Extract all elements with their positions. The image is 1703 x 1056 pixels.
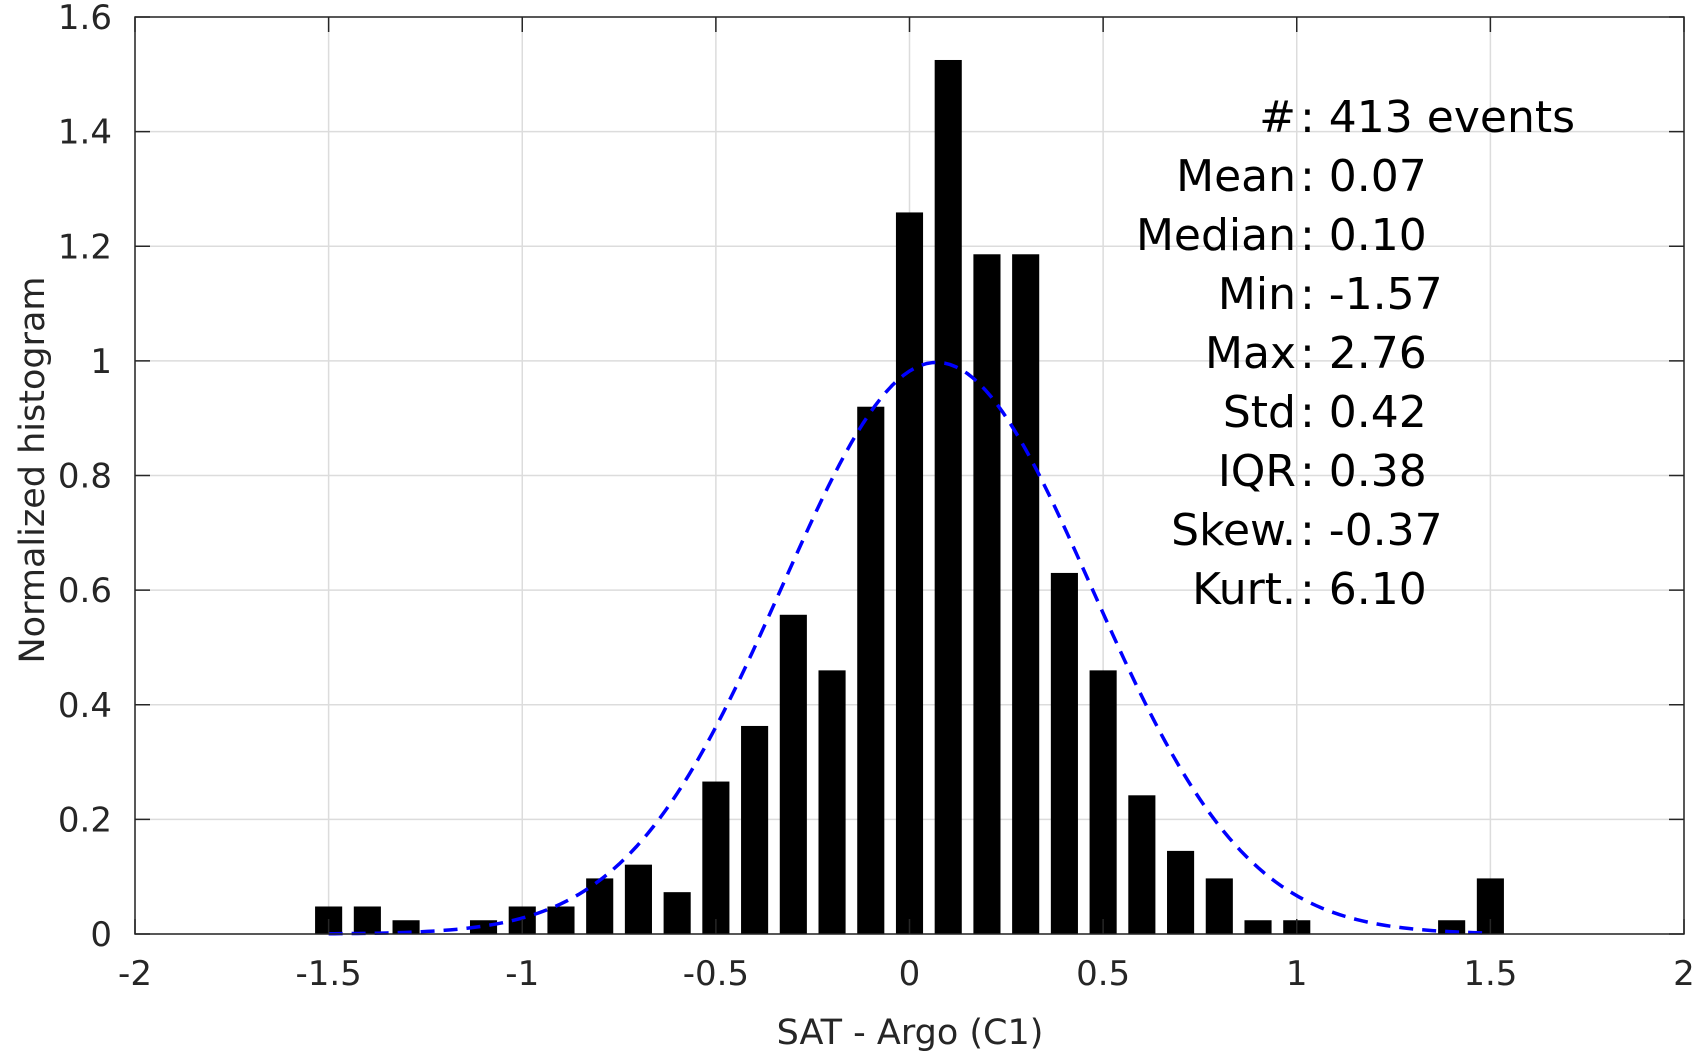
stat-value: : 413 events <box>1300 92 1575 143</box>
histogram-bars <box>315 59 1504 935</box>
histogram-bar <box>1012 254 1040 934</box>
histogram-bar <box>1128 795 1156 934</box>
stat-label: IQR <box>1218 446 1296 497</box>
histogram-bar <box>934 59 962 934</box>
x-tick-label: -1 <box>505 954 539 994</box>
stat-label: Min <box>1218 269 1296 320</box>
histogram-bar <box>1050 572 1078 934</box>
y-tick-label: 0 <box>90 915 112 955</box>
x-tick-label: 1.5 <box>1463 954 1517 994</box>
stat-value: : 6.10 <box>1300 564 1427 615</box>
stat-value: : 0.38 <box>1300 446 1427 497</box>
histogram-bar <box>702 781 730 934</box>
y-tick-label: 1.2 <box>58 227 112 267</box>
stat-label: Mean <box>1176 151 1296 202</box>
histogram-bar <box>1167 850 1195 934</box>
x-tick-label: 2 <box>1673 954 1695 994</box>
x-tick-label: -1.5 <box>295 954 361 994</box>
histogram-bar <box>857 406 885 935</box>
stat-value: : 0.42 <box>1300 387 1427 438</box>
stat-label: Median <box>1136 210 1296 261</box>
stat-label: # <box>1259 92 1296 143</box>
histogram-bar <box>1089 670 1117 934</box>
histogram-bar <box>624 864 652 934</box>
x-axis-label: SAT - Argo (C1) <box>777 1013 1044 1053</box>
y-tick-label: 1 <box>90 342 112 382</box>
x-tick-label: 0 <box>899 954 921 994</box>
histogram-bar <box>547 906 575 934</box>
stat-value: : -1.57 <box>1300 269 1443 320</box>
y-tick-label: 0.2 <box>58 800 112 840</box>
stat-label: Std <box>1223 387 1296 438</box>
y-tick-labels: 0 0.2 0.4 0.6 0.8 1 1.2 1.4 1.6 <box>58 0 112 955</box>
histogram-bar <box>973 254 1001 934</box>
stat-value: : 0.10 <box>1300 210 1427 261</box>
x-tick-label: 1 <box>1286 954 1308 994</box>
stat-value: : 0.07 <box>1300 151 1427 202</box>
y-tick-label: 0.4 <box>58 686 112 726</box>
axes <box>134 16 1685 935</box>
histogram-bar <box>392 920 420 934</box>
normal-fit-curve <box>328 360 1491 936</box>
y-tick-label: 1.6 <box>58 0 112 38</box>
x-tick-label: -2 <box>118 954 152 994</box>
histogram-bar <box>1205 878 1233 934</box>
y-axis-label: Normalized histogram <box>13 276 53 663</box>
stat-label: Kurt. <box>1192 564 1296 615</box>
histogram-bar <box>663 892 691 934</box>
histogram-bar <box>818 670 846 934</box>
stat-value: : 2.76 <box>1300 328 1427 379</box>
histogram-bar <box>586 878 614 934</box>
histogram-bar <box>741 725 769 934</box>
stat-label: Max <box>1205 328 1296 379</box>
histogram-bar <box>895 212 924 935</box>
histogram-bar <box>779 614 807 934</box>
histogram-bar <box>1244 920 1272 934</box>
y-tick-label: 1.4 <box>58 113 112 153</box>
y-tick-label: 0.8 <box>58 457 112 497</box>
stat-value: : -0.37 <box>1300 505 1443 556</box>
x-tick-label: 0.5 <box>1076 954 1130 994</box>
histogram-bar <box>353 906 381 934</box>
x-tick-label: -0.5 <box>683 954 749 994</box>
y-tick-label: 0.6 <box>58 571 112 611</box>
x-tick-labels: -2 -1.5 -1 -0.5 0 0.5 1 1.5 2 <box>118 954 1695 994</box>
stat-label: Skew. <box>1171 505 1296 556</box>
